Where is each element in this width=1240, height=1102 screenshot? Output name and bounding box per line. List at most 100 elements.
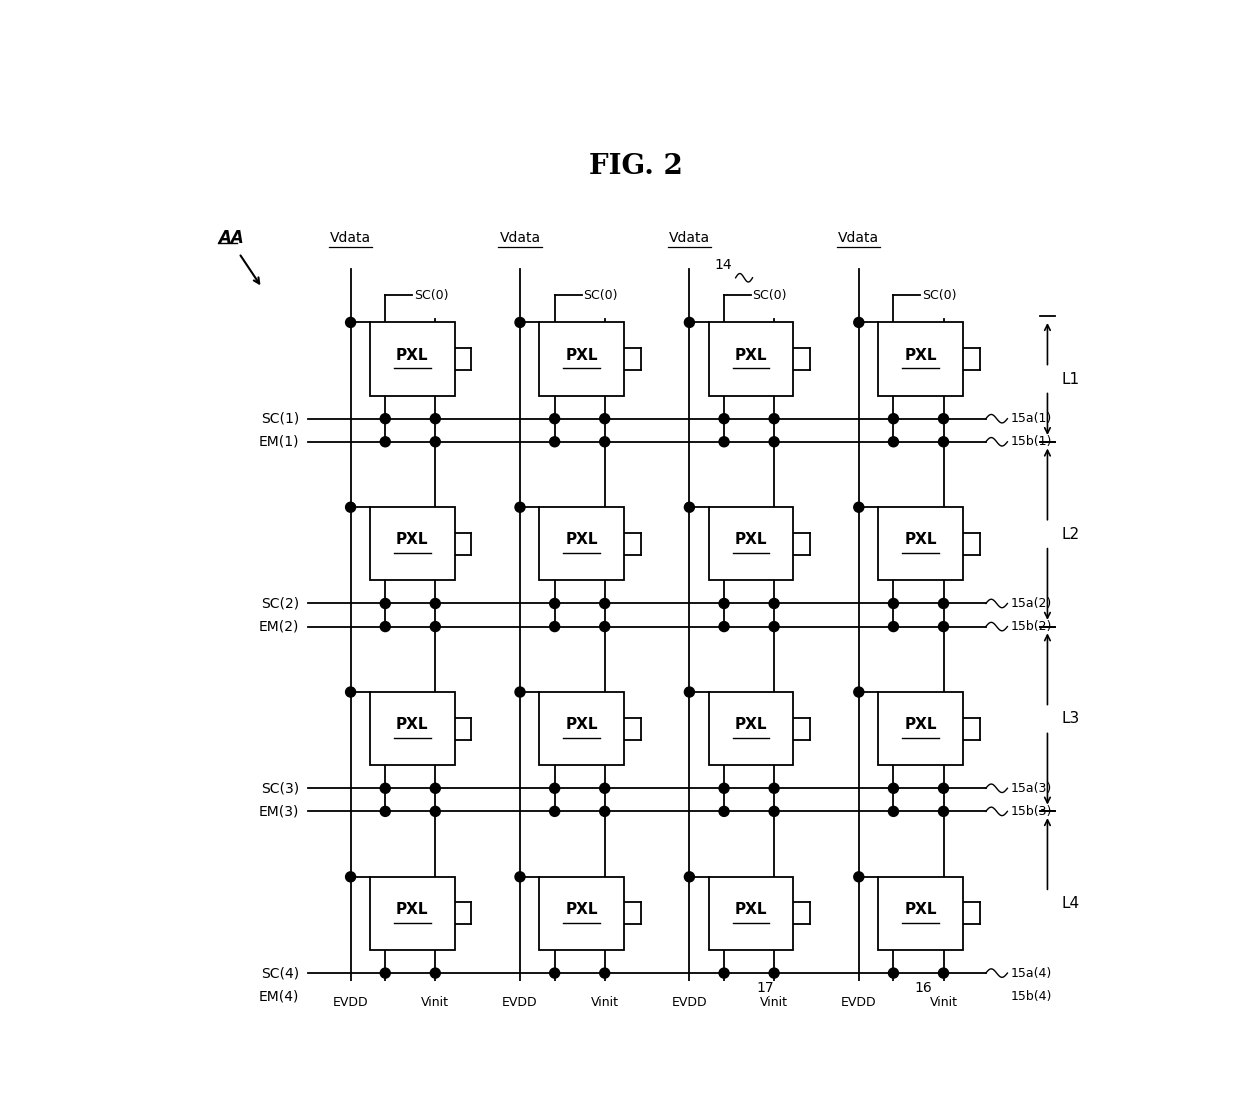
Text: L3: L3: [1061, 712, 1080, 726]
Text: PXL: PXL: [396, 903, 429, 917]
Text: 15b(1): 15b(1): [1011, 435, 1052, 449]
Circle shape: [381, 598, 391, 608]
Text: PXL: PXL: [904, 903, 936, 917]
Circle shape: [939, 991, 949, 1002]
Text: 15a(1): 15a(1): [1011, 412, 1052, 425]
Circle shape: [381, 622, 391, 631]
Circle shape: [719, 436, 729, 446]
Text: Vinit: Vinit: [590, 996, 619, 1009]
Circle shape: [600, 622, 610, 631]
Circle shape: [769, 622, 779, 631]
Text: 15a(3): 15a(3): [1011, 781, 1052, 795]
Circle shape: [939, 807, 949, 817]
Text: SC(0): SC(0): [583, 289, 618, 302]
Bar: [539, 323, 624, 396]
Circle shape: [888, 807, 899, 817]
Bar: [878, 507, 962, 581]
Circle shape: [600, 784, 610, 793]
Text: SC(0): SC(0): [753, 289, 787, 302]
Circle shape: [430, 413, 440, 423]
Circle shape: [600, 968, 610, 979]
Circle shape: [515, 872, 525, 882]
Text: 15b(3): 15b(3): [1011, 804, 1052, 818]
Circle shape: [381, 413, 391, 423]
Bar: [878, 877, 962, 950]
Circle shape: [684, 503, 694, 512]
Circle shape: [430, 784, 440, 793]
Text: 17: 17: [756, 981, 774, 995]
Circle shape: [769, 598, 779, 608]
Circle shape: [549, 784, 559, 793]
Circle shape: [549, 968, 559, 979]
Circle shape: [719, 784, 729, 793]
Circle shape: [769, 807, 779, 817]
Circle shape: [719, 807, 729, 817]
Circle shape: [854, 317, 864, 327]
Text: Vinit: Vinit: [760, 996, 789, 1009]
Text: 15b(4): 15b(4): [1011, 990, 1052, 1003]
Text: L1: L1: [1061, 371, 1080, 387]
Circle shape: [381, 784, 391, 793]
Bar: [708, 692, 794, 765]
Circle shape: [719, 968, 729, 979]
Bar: [370, 323, 455, 396]
Text: EVDD: EVDD: [502, 996, 538, 1009]
Bar: [708, 323, 794, 396]
Circle shape: [939, 436, 949, 446]
Circle shape: [769, 991, 779, 1002]
Circle shape: [719, 991, 729, 1002]
Circle shape: [515, 687, 525, 698]
Circle shape: [854, 503, 864, 512]
Text: PXL: PXL: [735, 903, 768, 917]
Text: Vdata: Vdata: [668, 231, 711, 246]
Circle shape: [346, 317, 356, 327]
Bar: [539, 877, 624, 950]
Text: Vdata: Vdata: [500, 231, 541, 246]
Text: PXL: PXL: [396, 347, 429, 363]
Bar: [539, 692, 624, 765]
Circle shape: [515, 503, 525, 512]
Bar: [370, 877, 455, 950]
Circle shape: [600, 807, 610, 817]
Circle shape: [719, 598, 729, 608]
Circle shape: [939, 784, 949, 793]
Circle shape: [888, 991, 899, 1002]
Circle shape: [719, 413, 729, 423]
Circle shape: [684, 687, 694, 698]
Circle shape: [430, 807, 440, 817]
Text: SC(4): SC(4): [260, 966, 299, 980]
Circle shape: [346, 687, 356, 698]
Text: SC(2): SC(2): [260, 596, 299, 611]
Text: 16: 16: [914, 981, 932, 995]
Circle shape: [346, 503, 356, 512]
Text: PXL: PXL: [396, 717, 429, 732]
Circle shape: [600, 436, 610, 446]
Text: EM(2): EM(2): [259, 619, 299, 634]
Text: Vdata: Vdata: [330, 231, 371, 246]
Circle shape: [381, 436, 391, 446]
Circle shape: [939, 413, 949, 423]
Circle shape: [549, 807, 559, 817]
Text: EVDD: EVDD: [672, 996, 707, 1009]
Circle shape: [939, 968, 949, 979]
Text: EVDD: EVDD: [841, 996, 877, 1009]
Circle shape: [515, 317, 525, 327]
Text: SC(0): SC(0): [414, 289, 448, 302]
Text: Vinit: Vinit: [422, 996, 449, 1009]
Circle shape: [769, 413, 779, 423]
Text: PXL: PXL: [735, 717, 768, 732]
Text: PXL: PXL: [396, 532, 429, 548]
Circle shape: [684, 317, 694, 327]
Circle shape: [769, 784, 779, 793]
Circle shape: [888, 598, 899, 608]
Circle shape: [769, 436, 779, 446]
Text: PXL: PXL: [904, 532, 936, 548]
Text: SC(3): SC(3): [260, 781, 299, 796]
Circle shape: [430, 436, 440, 446]
Bar: [878, 692, 962, 765]
Circle shape: [769, 968, 779, 979]
Text: Vinit: Vinit: [930, 996, 957, 1009]
Text: SC(0): SC(0): [921, 289, 956, 302]
Text: PXL: PXL: [565, 717, 598, 732]
Circle shape: [430, 991, 440, 1002]
